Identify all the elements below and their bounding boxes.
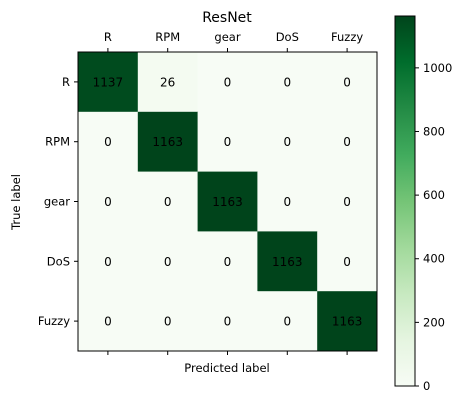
y-axis-label: True label [9, 174, 23, 231]
x-tick-label: DoS [276, 30, 299, 44]
cell-value-label: 1163 [332, 315, 363, 329]
matrix-cell [197, 111, 258, 173]
x-tick-label: Fuzzy [331, 30, 363, 44]
cell-value-label: 0 [224, 75, 232, 89]
y-axis-ticks: R RPM gear DoS Fuzzy [38, 75, 78, 328]
colorbar: 0 200 400 600 800 1000 [394, 15, 452, 393]
matrix-cell [257, 111, 318, 173]
cell-value-label: 0 [164, 255, 172, 269]
matrix-cell [197, 171, 258, 232]
cell-value-label: 0 [104, 255, 112, 269]
colorbar-tick-label: 600 [423, 188, 445, 202]
matrix-cell [137, 291, 199, 352]
cell-value-label: 0 [104, 135, 112, 149]
cell-value-label: 0 [283, 315, 291, 329]
cell-value-label: 0 [164, 315, 172, 329]
cell-value-label: 0 [343, 255, 351, 269]
colorbar-gradient [394, 15, 416, 387]
colorbar-tick-label: 400 [423, 252, 445, 266]
matrix-cells [78, 52, 378, 352]
matrix-cell [257, 52, 318, 113]
colorbar-tick-label: 200 [423, 315, 445, 329]
cell-value-label: 0 [343, 75, 351, 89]
colorbar-tick-label: 1000 [423, 61, 452, 75]
cell-value-label: 26 [160, 75, 175, 89]
matrix-cell [317, 291, 378, 352]
cell-value-label: 1163 [212, 195, 243, 209]
matrix-cell [317, 171, 378, 232]
matrix-cell [197, 231, 258, 292]
matrix-cell [137, 231, 199, 292]
matrix-cell [317, 231, 378, 292]
x-axis-label: Predicted label [184, 361, 269, 375]
matrix-cell [257, 291, 318, 352]
matrix-cell [78, 291, 139, 352]
cell-value-label: 1137 [93, 75, 124, 89]
x-tick-label: gear [214, 30, 240, 44]
matrix-cell [197, 291, 258, 352]
cell-value-label: 0 [104, 315, 112, 329]
y-tick-label: RPM [45, 135, 70, 149]
cell-value-label: 0 [283, 75, 291, 89]
y-tick-label: gear [44, 195, 70, 209]
matrix-cell [257, 171, 318, 232]
x-axis-ticks: R RPM gear DoS Fuzzy [104, 30, 363, 355]
matrix-cell [317, 52, 378, 113]
matrix-cell [197, 52, 258, 113]
matrix-cell [317, 111, 378, 173]
cell-value-label: 1163 [272, 255, 303, 269]
cell-value-label: 0 [164, 195, 172, 209]
matrix-cell [78, 231, 139, 292]
x-tick-label: R [104, 30, 112, 44]
cell-value-label: 0 [104, 195, 112, 209]
matrix-cell-labels: 1137 26 0 0 0 0 1163 0 0 0 0 0 1163 0 0 0 0 0 1163 0 0 0 0 0 116… [93, 75, 363, 328]
y-tick-label: DoS [47, 254, 70, 268]
matrix-cell [257, 231, 318, 292]
cell-value-label: 0 [343, 135, 351, 149]
cell-value-label: 0 [283, 135, 291, 149]
cell-value-label: 0 [343, 195, 351, 209]
cell-value-label: 0 [224, 255, 232, 269]
colorbar-tick-label: 800 [423, 124, 445, 138]
y-tick-label: Fuzzy [38, 314, 70, 328]
x-tick-label: RPM [155, 30, 180, 44]
matrix-cell [78, 52, 139, 113]
matrix-cell [78, 171, 139, 232]
colorbar-tick-label: 0 [423, 379, 430, 393]
y-tick-label: R [62, 75, 70, 89]
cell-value-label: 0 [283, 195, 291, 209]
matrix-cell [137, 171, 199, 232]
matrix-cell [137, 52, 199, 113]
cell-value-label: 0 [224, 315, 232, 329]
cell-value-label: 1163 [152, 135, 183, 149]
chart-title: ResNet [202, 10, 252, 26]
matrix-cell [137, 111, 199, 173]
matrix-cell [78, 111, 139, 173]
cell-value-label: 0 [224, 135, 232, 149]
